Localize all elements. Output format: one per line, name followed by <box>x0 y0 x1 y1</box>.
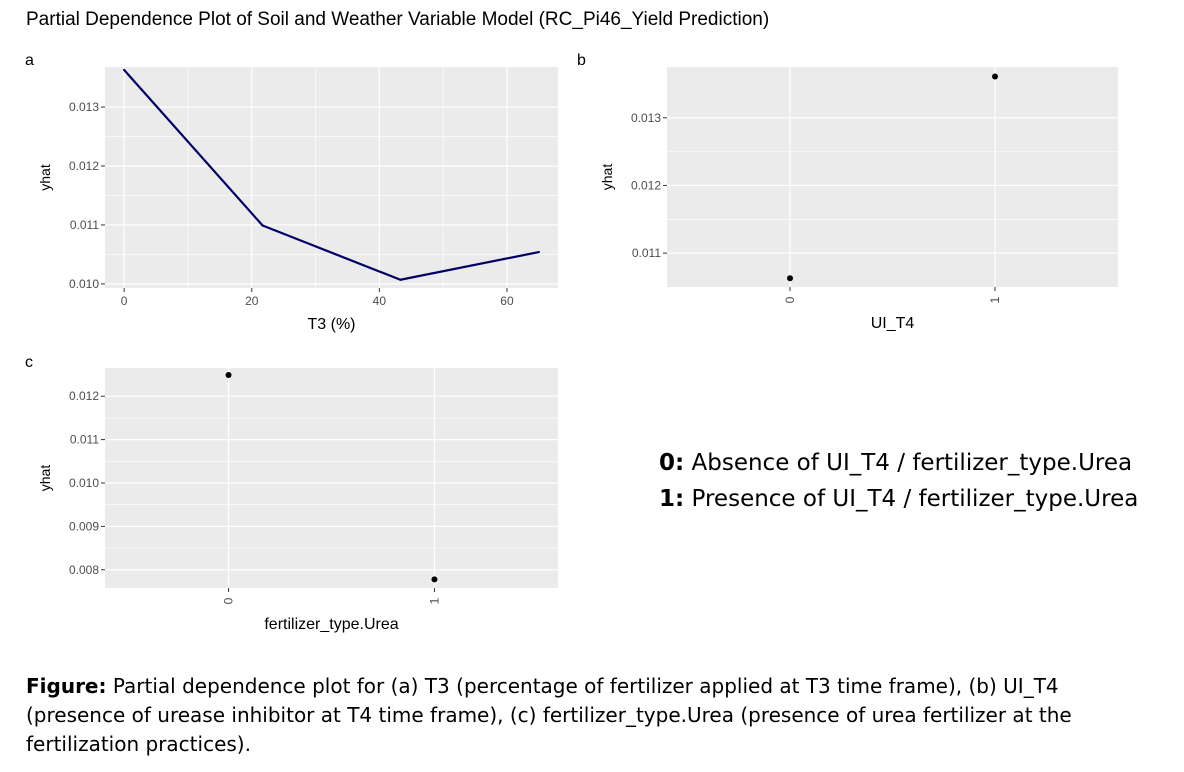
panel-a-xlabel: T3 (%) <box>308 316 356 333</box>
panel-tag-c: c <box>25 354 33 371</box>
panel-tag-a: a <box>25 52 34 69</box>
panel-c-ylabel: yhat <box>37 465 53 492</box>
legend-line-presence: 1: Presence of UI_T4 / fertilizer_type.U… <box>659 486 1138 512</box>
legend-line-absence: 0: Absence of UI_T4 / fertilizer_type.Ur… <box>659 450 1132 476</box>
panel-a-line-segment <box>261 224 402 281</box>
panel-c-xtick-label: 0 <box>222 597 236 604</box>
panel-a-ytick-label: 0.011 <box>70 218 99 232</box>
caption-text: Partial dependence plot for (a) T3 (perc… <box>26 674 1072 756</box>
panel-c-background <box>105 368 558 588</box>
legend-key-0: 0: <box>659 450 685 476</box>
panel-a-ytick-label: 0.010 <box>69 277 99 291</box>
panel-b-point-1 <box>992 73 998 80</box>
panel-a-line-segment <box>123 68 264 227</box>
panel-b-xlabel: UI_T4 <box>871 315 915 332</box>
panel-c-xlabel: fertilizer_type.Urea <box>264 616 398 633</box>
panel-b-xtick-label: 1 <box>988 296 1002 303</box>
panel-a-background <box>105 67 558 288</box>
legend-text-1: Presence of UI_T4 / fertilizer_type.Urea <box>684 486 1139 512</box>
panel-b-ytick-label: 0.013 <box>631 111 661 125</box>
panel-c-ytick-label: 0.008 <box>69 563 99 577</box>
caption-label: Figure: <box>26 674 107 698</box>
panel-c-ytick-label: 0.011 <box>70 433 99 447</box>
legend-text-0: Absence of UI_T4 / fertilizer_type.Urea <box>684 450 1133 476</box>
panel-a-xtick-label: 0 <box>121 294 128 308</box>
panel-b-ytick-label: 0.011 <box>632 246 661 260</box>
panel-a-ylabel: yhat <box>37 164 53 191</box>
legend-key-1: 1: <box>659 486 685 512</box>
panel-b-xtick-label: 0 <box>783 296 797 303</box>
panel-a-xtick-label: 40 <box>373 294 387 308</box>
panel-c-ytick-label: 0.009 <box>69 519 99 533</box>
panel-c-ytick-label: 0.010 <box>69 476 99 490</box>
panel-a-xtick-label: 20 <box>245 294 259 308</box>
panel-a-xtick-label: 60 <box>500 294 514 308</box>
figure-caption: Figure: Partial dependence plot for (a) … <box>26 672 1156 759</box>
panel-a-line-segment <box>399 250 540 281</box>
panel-c-xtick-label: 1 <box>427 597 441 604</box>
panel-b-ytick-label: 0.012 <box>631 178 661 192</box>
panel-c-ytick-label: 0.012 <box>69 389 99 403</box>
panel-a-ytick-label: 0.012 <box>69 159 99 173</box>
panel-tag-b: b <box>577 52 586 69</box>
panel-b-point-0 <box>787 275 793 282</box>
panel-a-ytick-label: 0.013 <box>69 100 99 114</box>
panel-b-background <box>667 67 1118 287</box>
panel-c-point-0 <box>225 371 232 378</box>
figure-title: Partial Dependence Plot of Soil and Weat… <box>26 9 770 30</box>
panel-b-ylabel: yhat <box>599 164 615 191</box>
panel-c-point-1 <box>431 576 438 583</box>
